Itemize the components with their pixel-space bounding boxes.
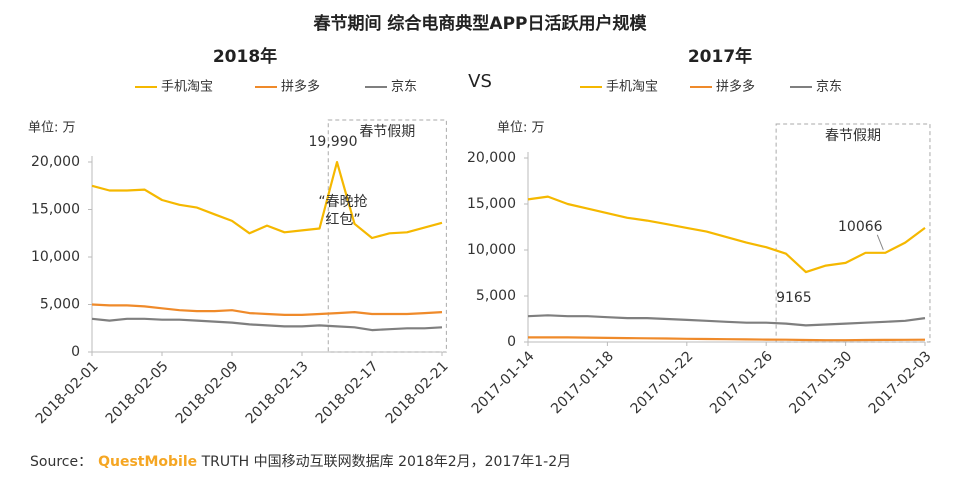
y-tick-label: 10,000 xyxy=(31,249,80,265)
legend-label: 京东 xyxy=(391,80,417,95)
y-tick-label: 10,000 xyxy=(467,242,516,258)
holiday-box xyxy=(327,119,447,353)
annotation: 19,990 xyxy=(309,134,358,150)
annotation-line: “春晚抢 xyxy=(318,193,367,210)
y-tick-label: 0 xyxy=(71,344,80,360)
chart-subtitle: 2017年 xyxy=(688,46,752,67)
series-line xyxy=(91,303,443,316)
annotation: “春晚抢红包” xyxy=(318,193,367,228)
x-tick-label: 2018-02-17 xyxy=(313,358,382,427)
annotation-line: 19,990 xyxy=(309,134,358,150)
legend-label: 京东 xyxy=(816,80,842,95)
annotation-line: 红包” xyxy=(325,212,360,228)
annotation-line: 9165 xyxy=(776,290,812,306)
series-line xyxy=(527,314,926,327)
legend-label: 手机淘宝 xyxy=(161,80,213,95)
annotation: 9165 xyxy=(776,290,812,306)
holiday-box xyxy=(775,123,931,343)
unit-label: 单位: 万 xyxy=(497,121,545,136)
x-tick-label: 2018-02-09 xyxy=(173,358,242,427)
series-line xyxy=(91,317,443,332)
y-tick-label: 0 xyxy=(507,334,516,350)
y-tick-label: 15,000 xyxy=(31,202,80,218)
holiday-label: 春节假期 xyxy=(825,128,881,144)
chart-subtitle: 2018年 xyxy=(213,46,277,67)
legend-label: 手机淘宝 xyxy=(606,80,658,95)
x-tick-label: 2018-02-13 xyxy=(243,358,312,427)
x-tick-label: 2017-01-18 xyxy=(548,348,617,417)
x-tick-label: 2017-01-26 xyxy=(707,348,776,417)
annotation-line: 10066 xyxy=(838,219,883,235)
annotation-leader xyxy=(876,234,884,250)
x-tick-label: 2018-02-05 xyxy=(103,358,172,427)
y-tick-label: 20,000 xyxy=(31,154,80,170)
source: Source： QuestMobile TRUTH 中国移动互联网数据库 2018… xyxy=(30,454,571,470)
series-line xyxy=(527,195,926,274)
x-tick-label: 2017-01-22 xyxy=(628,348,697,417)
legend-label: 拼多多 xyxy=(281,79,320,95)
y-tick-label: 5,000 xyxy=(476,288,516,304)
main-title: 春节期间 综合电商典型APP日活跃用户规模 xyxy=(314,13,648,34)
unit-label: 单位: 万 xyxy=(28,121,76,136)
series-line xyxy=(528,336,926,342)
vs-label: VS xyxy=(468,71,492,92)
x-tick-label: 2017-01-14 xyxy=(469,348,538,417)
source-text: TRUTH 中国移动互联网数据库 2018年2月，2017年1-2月 xyxy=(197,454,571,470)
x-tick-label: 2018-02-01 xyxy=(33,358,102,427)
x-tick-label: 2017-02-03 xyxy=(866,348,935,417)
source-brand: QuestMobile xyxy=(98,454,197,470)
x-tick-label: 2017-01-30 xyxy=(786,348,855,417)
source-prefix: Source： xyxy=(30,454,92,470)
y-tick-label: 20,000 xyxy=(467,150,516,166)
legend-label: 拼多多 xyxy=(716,79,755,95)
y-tick-label: 15,000 xyxy=(467,196,516,212)
holiday-label: 春节假期 xyxy=(359,124,415,140)
series-line xyxy=(91,161,443,240)
annotation: 10066 xyxy=(838,219,883,235)
x-tick-label: 2018-02-21 xyxy=(383,358,452,427)
y-tick-label: 5,000 xyxy=(40,297,80,313)
